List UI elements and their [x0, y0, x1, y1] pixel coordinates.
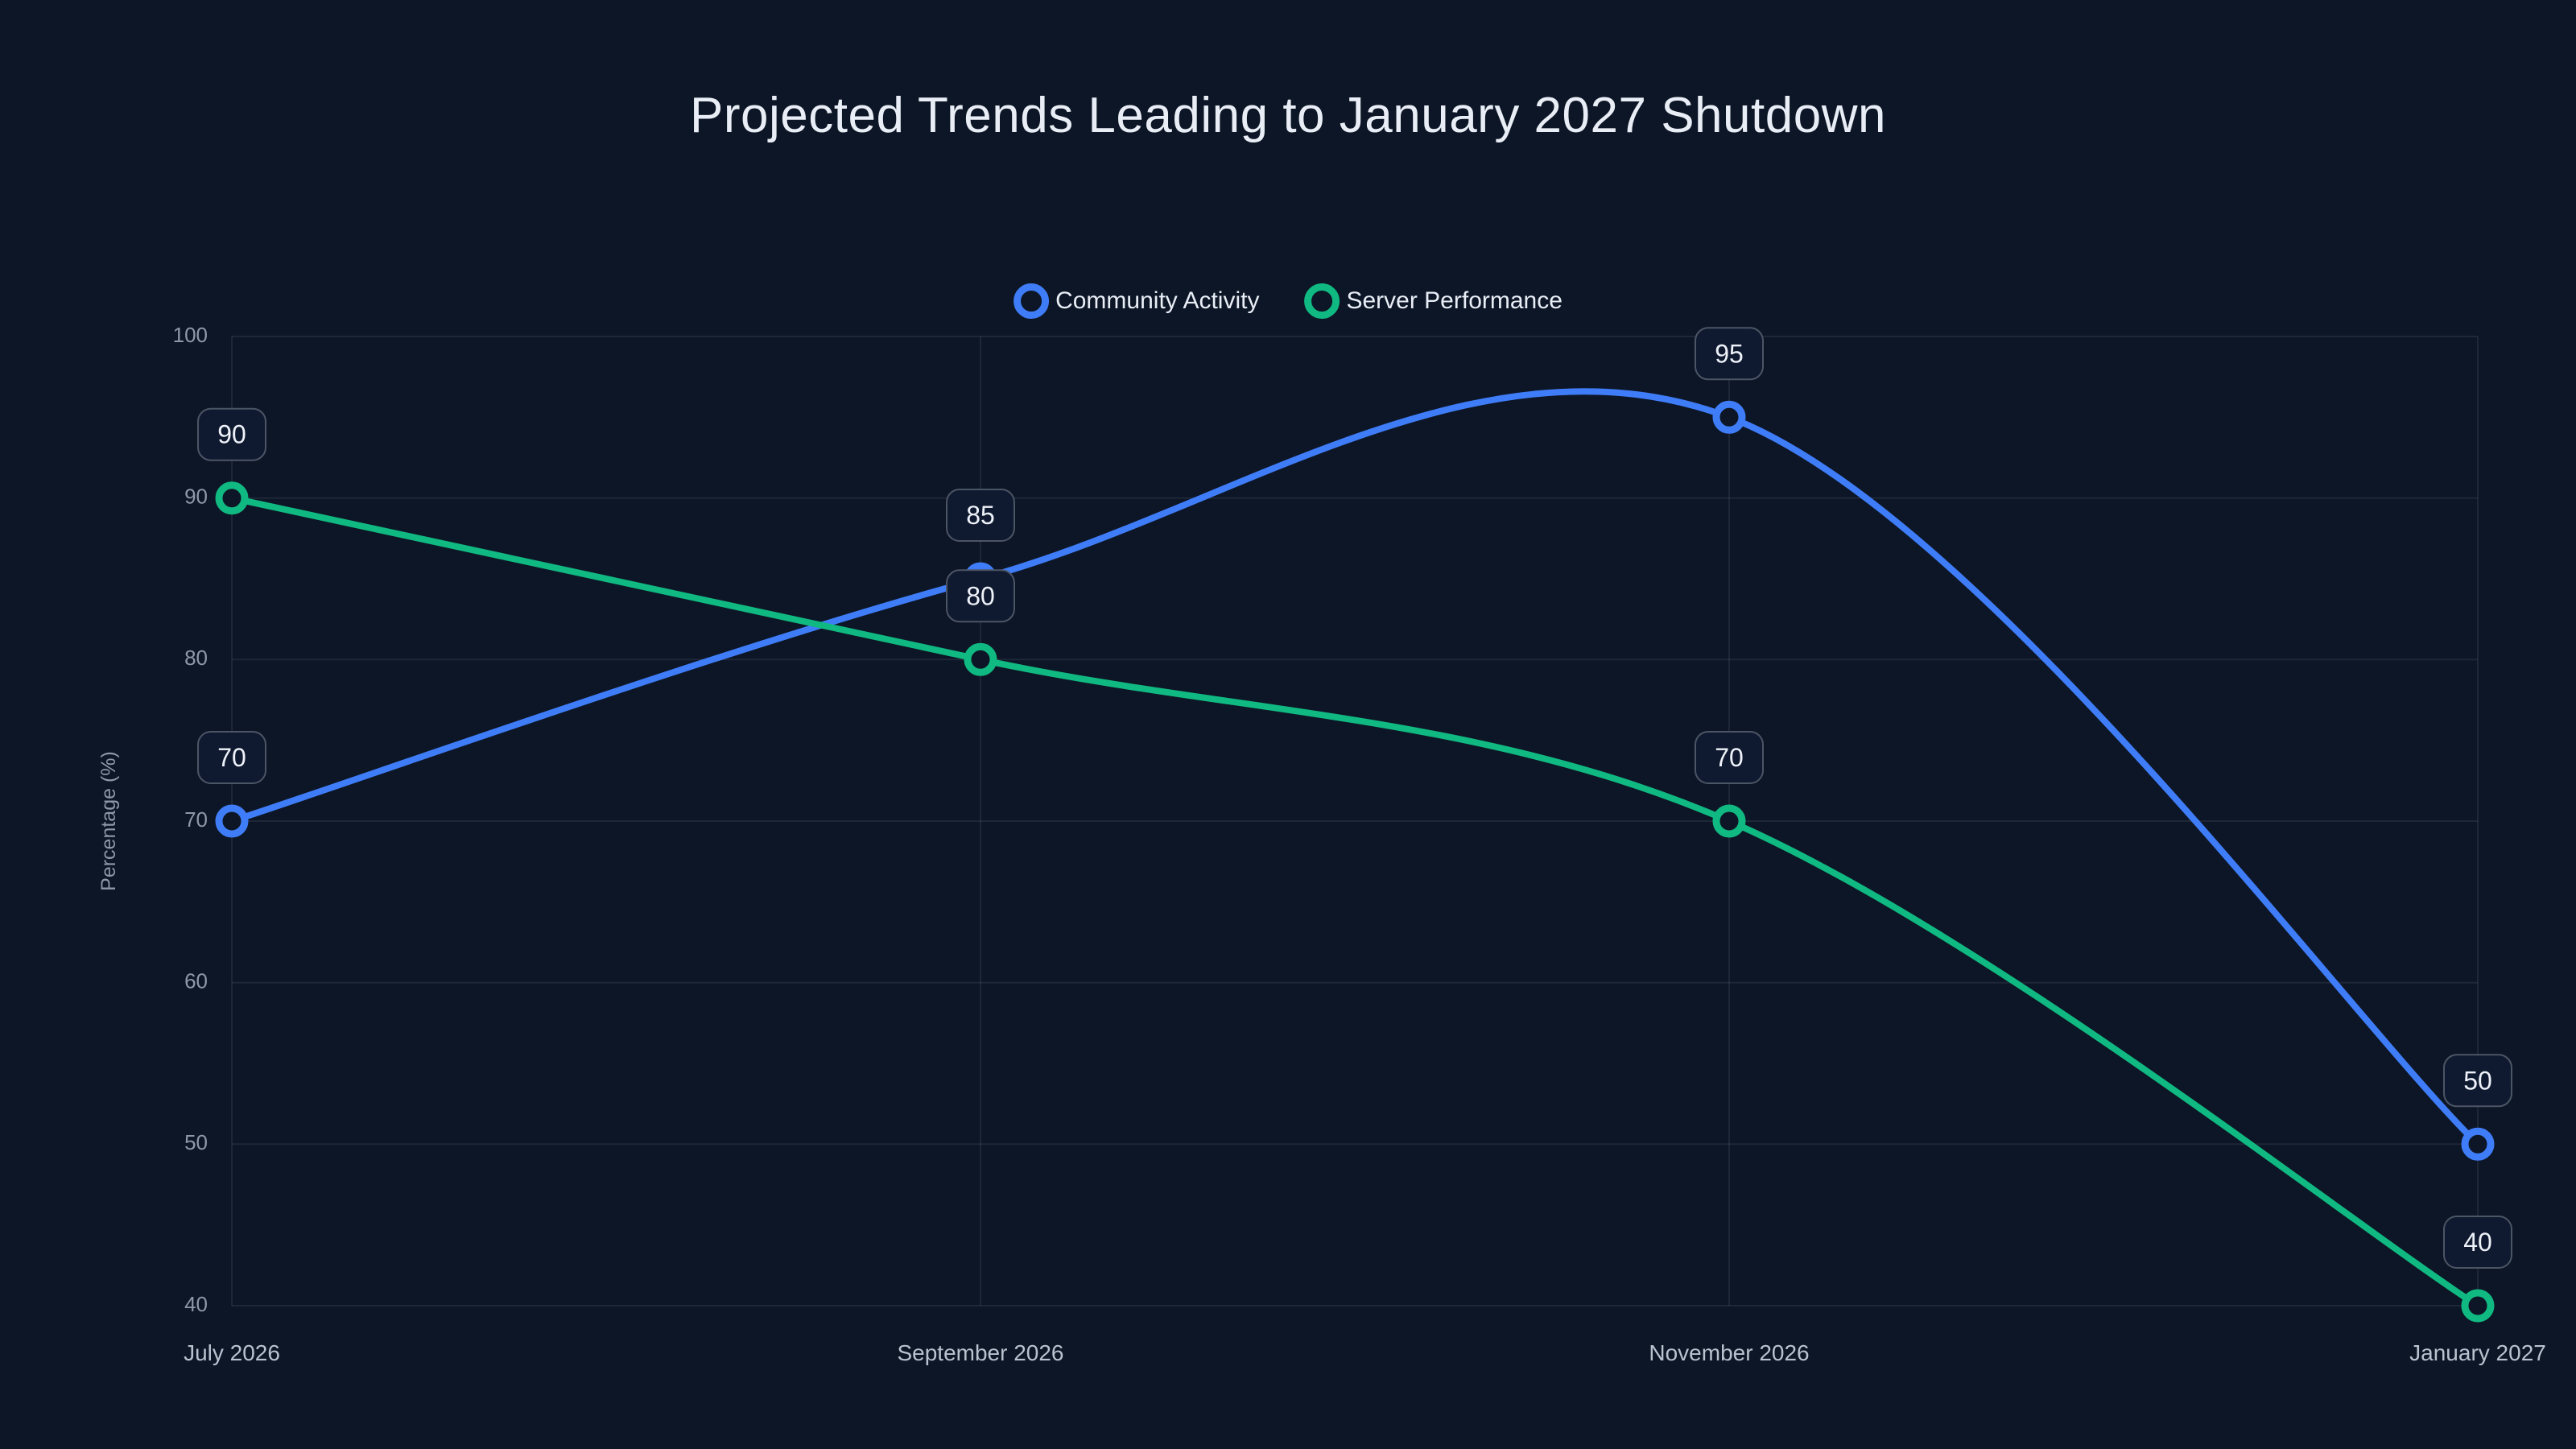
data-point [1712, 400, 1746, 434]
data-label-text: 40 [2463, 1228, 2492, 1257]
legend-item[interactable]: Server Performance [1304, 283, 1563, 319]
y-axis-tick-label: 50 [184, 1130, 208, 1154]
data-point [215, 804, 249, 838]
data-point [964, 642, 997, 676]
x-axis-tick-label: September 2026 [897, 1340, 1063, 1365]
data-label-box [2443, 1054, 2512, 1108]
data-label-text: 95 [1715, 339, 1744, 368]
data-label-text: 80 [966, 581, 995, 610]
x-axis-tick-label: January 2027 [2409, 1340, 2546, 1365]
data-label-box [946, 569, 1015, 623]
data-label-text: 90 [217, 420, 246, 449]
legend-marker-icon [1304, 283, 1340, 319]
y-axis-tick-label: 60 [184, 969, 208, 993]
data-point [1712, 804, 1746, 838]
y-axis-tick-label: 40 [184, 1292, 208, 1316]
x-axis-tick-label: July 2026 [184, 1340, 280, 1365]
data-point [2461, 1127, 2495, 1161]
chart-legend: Community Activity Server Performance [1013, 283, 1563, 319]
series-line [229, 494, 2481, 1309]
data-label-box [197, 407, 266, 461]
data-point [215, 481, 249, 515]
data-label-text: 70 [1715, 743, 1744, 772]
y-axis-tick-label: 80 [184, 646, 208, 670]
legend-label: Community Activity [1055, 287, 1260, 314]
y-axis-tick-label: 100 [173, 323, 208, 347]
x-axis-tick-label: November 2026 [1649, 1340, 1809, 1365]
data-label-text: 85 [966, 501, 995, 530]
data-label-text: 50 [2463, 1066, 2492, 1095]
data-label-text: 70 [217, 743, 246, 772]
y-axis-tick-label: 90 [184, 485, 208, 509]
data-point [2461, 1289, 2495, 1323]
legend-label: Server Performance [1346, 287, 1563, 314]
data-label-box [1695, 731, 1764, 784]
series-line [229, 388, 2481, 1148]
data-label-box [1695, 327, 1764, 381]
data-label-box [2443, 1216, 2512, 1269]
y-axis-title: Percentage (%) [97, 751, 120, 891]
y-axis-tick-label: 70 [184, 807, 208, 832]
data-label-box [197, 731, 266, 784]
chart-title: Projected Trends Leading to January 2027… [690, 88, 1886, 143]
data-label-box [946, 489, 1015, 542]
legend-marker-icon [1013, 283, 1050, 319]
legend-item[interactable]: Community Activity [1013, 283, 1259, 319]
